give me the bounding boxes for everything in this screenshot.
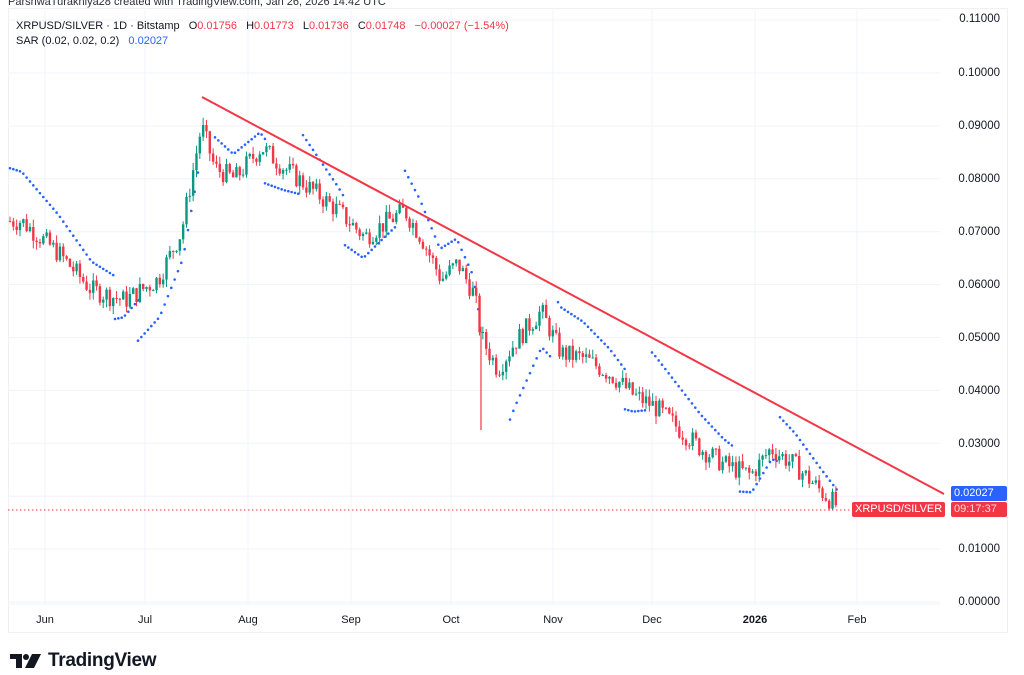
legend-low: 0.01736 bbox=[308, 20, 349, 32]
symbol-price-badge: XRPUSD/SILVER bbox=[852, 502, 945, 517]
y-tick: 0.05000 bbox=[958, 332, 1000, 344]
legend-high-label: H bbox=[246, 20, 255, 32]
sar-price-badge: 0.02027 bbox=[951, 486, 1007, 501]
chart-grid bbox=[8, 8, 940, 604]
tradingview-logo-icon bbox=[10, 654, 41, 668]
bar-countdown-badge: 09:17:37 bbox=[951, 502, 1007, 517]
chart-credit: ParshwaTurakhiya28 created with TradingV… bbox=[8, 0, 386, 8]
legend-close-label: C bbox=[357, 20, 366, 32]
legend-open: 0.01756 bbox=[197, 20, 238, 32]
x-tick-year: 2026 bbox=[742, 614, 768, 626]
y-tick: 0.01000 bbox=[958, 543, 1000, 555]
tradingview-logo[interactable]: TradingView bbox=[10, 650, 157, 672]
y-tick: 0.10000 bbox=[958, 67, 1000, 79]
y-tick: 0.04000 bbox=[958, 385, 1000, 397]
legend-ohlc-row: XRPUSD/SILVER · 1D · Bitstamp O0.01756 H… bbox=[16, 19, 509, 34]
y-tick: 0.03000 bbox=[958, 438, 1000, 450]
legend-indicator-value: 0.02027 bbox=[128, 35, 169, 47]
legend-indicator[interactable]: SAR (0.02, 0.02, 0.2) bbox=[16, 35, 120, 47]
x-tick: Feb bbox=[847, 614, 867, 626]
y-tick: 0.00000 bbox=[958, 596, 1000, 608]
y-tick: 0.11000 bbox=[959, 13, 1000, 25]
legend-change: −0.00027 (−1.54%) bbox=[414, 20, 509, 32]
legend-indicator-row: SAR (0.02, 0.02, 0.2) 0.02027 bbox=[16, 34, 509, 49]
legend-symbol[interactable]: XRPUSD/SILVER · 1D · Bitstamp bbox=[16, 20, 180, 32]
x-tick: Sep bbox=[341, 614, 361, 626]
descending-trendline bbox=[201, 96, 945, 495]
legend-high: 0.01773 bbox=[254, 20, 294, 32]
x-tick: Dec bbox=[642, 614, 662, 626]
x-tick: Jun bbox=[36, 614, 54, 626]
chart-frame bbox=[8, 8, 1008, 633]
legend-low-label: L bbox=[302, 20, 309, 32]
legend-close: 0.01748 bbox=[365, 20, 406, 32]
x-tick: Nov bbox=[543, 614, 563, 626]
sar-dots bbox=[8, 132, 838, 494]
x-tick: Aug bbox=[238, 614, 258, 626]
x-tick: Oct bbox=[442, 614, 460, 626]
y-tick: 0.08000 bbox=[958, 173, 1000, 185]
tradingview-logo-text: TradingView bbox=[48, 650, 157, 671]
legend-open-label: O bbox=[188, 20, 198, 32]
y-tick: 0.06000 bbox=[958, 279, 1000, 291]
y-tick: 0.07000 bbox=[958, 226, 1000, 238]
chart-legend: XRPUSD/SILVER · 1D · Bitstamp O0.01756 H… bbox=[16, 19, 509, 49]
y-tick: 0.09000 bbox=[958, 120, 1000, 132]
x-tick: Jul bbox=[137, 614, 153, 626]
candlesticks bbox=[8, 117, 838, 511]
